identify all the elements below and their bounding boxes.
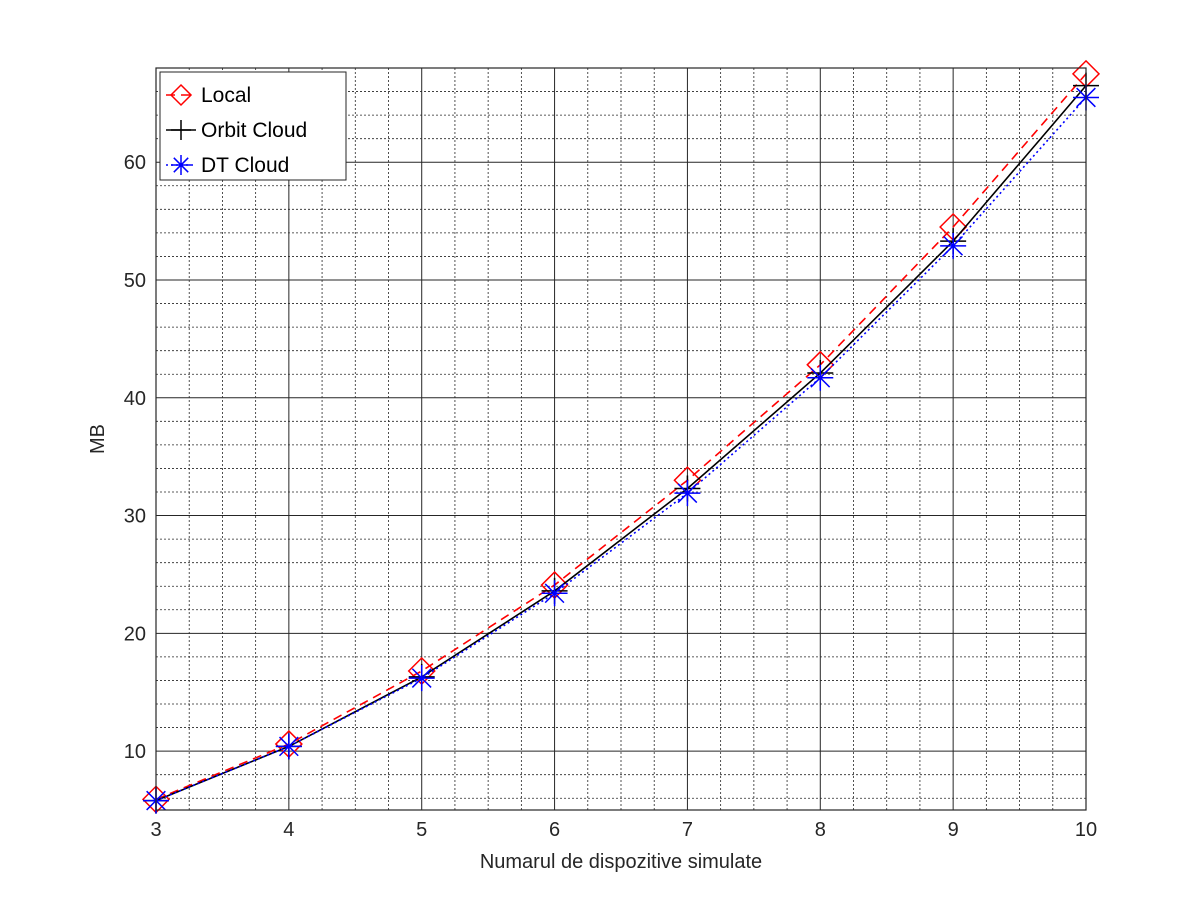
data-point <box>408 665 435 692</box>
legend-label: Orbit Cloud <box>201 119 307 142</box>
legend-entry: Local <box>166 83 251 107</box>
legend-label: Local <box>201 84 251 107</box>
data-point <box>674 480 701 507</box>
data-point <box>169 83 193 107</box>
plot-area <box>156 68 1086 810</box>
y-tick-label: 10 <box>124 741 146 763</box>
x-tick-label: 10 <box>1075 819 1097 841</box>
data-point <box>940 232 967 259</box>
legend-label: DT Cloud <box>201 154 289 177</box>
legend: Local Orbit Cloud DT Cloud <box>159 71 347 181</box>
legend-entry: DT Cloud <box>166 154 289 177</box>
data-point <box>275 733 302 760</box>
x-tick-label: 9 <box>948 819 959 841</box>
plot-frame <box>155 67 1087 811</box>
x-axis-title: Numarul de dispozitive simulate <box>480 851 762 873</box>
series-layer <box>141 59 1101 814</box>
x-tick-label: 4 <box>283 819 294 841</box>
series-line <box>155 85 1087 802</box>
x-tick-label: 7 <box>682 819 693 841</box>
x-tick-label: 8 <box>815 819 826 841</box>
legend-box <box>159 71 347 181</box>
data-point <box>171 155 191 175</box>
y-tick-label: 40 <box>124 388 146 410</box>
x-tick-label: 6 <box>549 819 560 841</box>
data-point <box>171 120 191 140</box>
data-point <box>541 580 568 607</box>
y-tick-label: 60 <box>124 152 146 174</box>
legend-entry: Orbit Cloud <box>166 119 307 142</box>
tick-labels: 3 4 5 6 7 8 9 10 10 20 30 40 50 60 <box>124 152 1097 841</box>
series-line <box>155 73 1087 801</box>
y-tick-label: 20 <box>124 623 146 645</box>
y-tick-label: 30 <box>124 506 146 528</box>
y-tick-label: 50 <box>124 270 146 292</box>
x-tick-label: 3 <box>150 819 161 841</box>
data-point <box>807 364 834 391</box>
x-tick-label: 5 <box>416 819 427 841</box>
y-axis-title: MB <box>87 424 109 454</box>
